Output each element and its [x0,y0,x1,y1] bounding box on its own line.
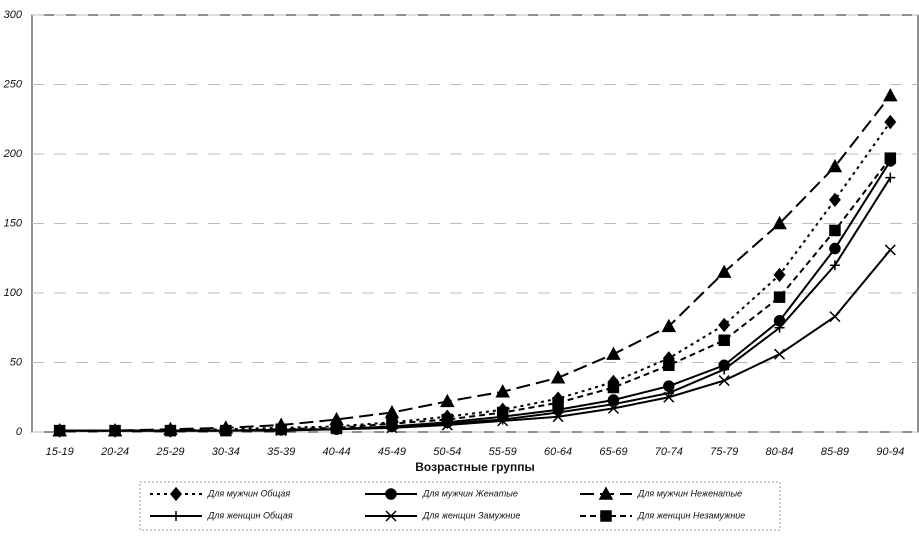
x-axis-title: Возрастные группы [415,460,534,474]
data-point [220,424,232,437]
x-tick-label: 55-59 [489,446,517,458]
data-point [330,422,343,434]
y-tick-label: 200 [3,148,23,160]
legend-box [139,481,781,531]
x-tick-label: 80-84 [765,446,793,458]
legend-item: Для женщин Замужние [365,510,520,522]
data-point [663,391,675,403]
data-point [441,413,454,426]
data-point [607,381,620,394]
legend-item: Для мужчин Неженатые [580,486,742,500]
x-tick-label: 50-54 [433,446,461,458]
data-point [606,346,621,360]
data-point [53,424,66,437]
x-tick-label: 30-34 [212,446,240,458]
x-tick-label: 45-49 [378,446,406,458]
series-line [59,160,892,432]
x-tick-label: 90-94 [876,446,904,458]
legend-label: Для мужчин Неженатые [637,488,742,498]
data-point [772,215,787,230]
data-point [718,375,730,387]
data-point [829,242,841,255]
data-point [774,348,786,360]
legend-marker [385,510,397,522]
data-point [552,411,564,423]
data-point [495,384,510,398]
data-point [718,334,730,347]
legend-marker [171,511,181,521]
x-tick-label: 35-39 [267,446,295,458]
data-point [109,424,121,437]
legend-marker [598,486,614,500]
data-point [774,322,785,333]
data-point [440,393,455,408]
y-tick-label: 300 [4,9,23,21]
data-point [716,264,732,278]
x-tick-label: 70-74 [655,446,683,458]
data-point [496,406,509,419]
series-line [59,157,892,432]
data-point [773,291,786,303]
data-point [550,370,566,384]
series-line [59,121,892,432]
data-point [883,88,898,102]
x-tick-label: 75-79 [710,446,738,458]
legend-item: Для мужчин Общая [150,486,290,502]
x-tick-label: 20-24 [100,446,129,458]
data-point [828,192,841,208]
data-point [719,364,730,375]
legend-label: Для мужчин Женатые [422,488,518,498]
data-point [386,417,398,430]
data-point [829,260,840,271]
legend-label: Для женщин Замужние [422,510,520,520]
x-tick-label: 60-64 [544,446,572,458]
legend-item: Для мужчин Женатые [365,488,518,500]
series-line [59,177,892,432]
data-point [829,311,841,323]
data-point [164,424,177,437]
series-line [59,249,892,432]
legend-marker [385,488,397,500]
data-point [552,397,564,409]
data-point [827,158,843,173]
series-line [59,95,892,432]
legend-marker [600,510,612,522]
data-point [885,172,896,183]
legend-label: Для женщин Незамужние [637,510,745,520]
data-point [773,267,786,283]
y-tick-label: 100 [4,287,23,299]
data-point [884,152,897,164]
legend-label: Для женщин Общая [207,510,293,520]
data-point [718,317,731,333]
x-tick-label: 15-19 [46,446,74,458]
legend-marker [170,486,182,502]
y-tick-label: 0 [16,426,23,438]
legend-item: Для женщин Общая [150,510,293,521]
data-point [663,359,675,372]
x-tick-label: 65-69 [599,446,627,458]
data-point [384,404,400,419]
legend-label: Для мужчин Общая [207,488,290,498]
x-tick-label: 40-44 [322,446,350,458]
legend-item: Для женщин Незамужние [580,510,745,522]
y-tick-label: 150 [4,217,23,229]
y-tick-label: 50 [10,356,23,368]
data-point [829,224,841,237]
data-point [884,114,897,130]
data-point [275,423,287,435]
data-point [607,402,619,414]
x-tick-label: 85-89 [821,446,849,458]
y-tick-label: 250 [3,78,23,90]
data-point [884,244,896,256]
x-tick-label: 25-29 [155,446,184,458]
data-point [661,318,677,333]
